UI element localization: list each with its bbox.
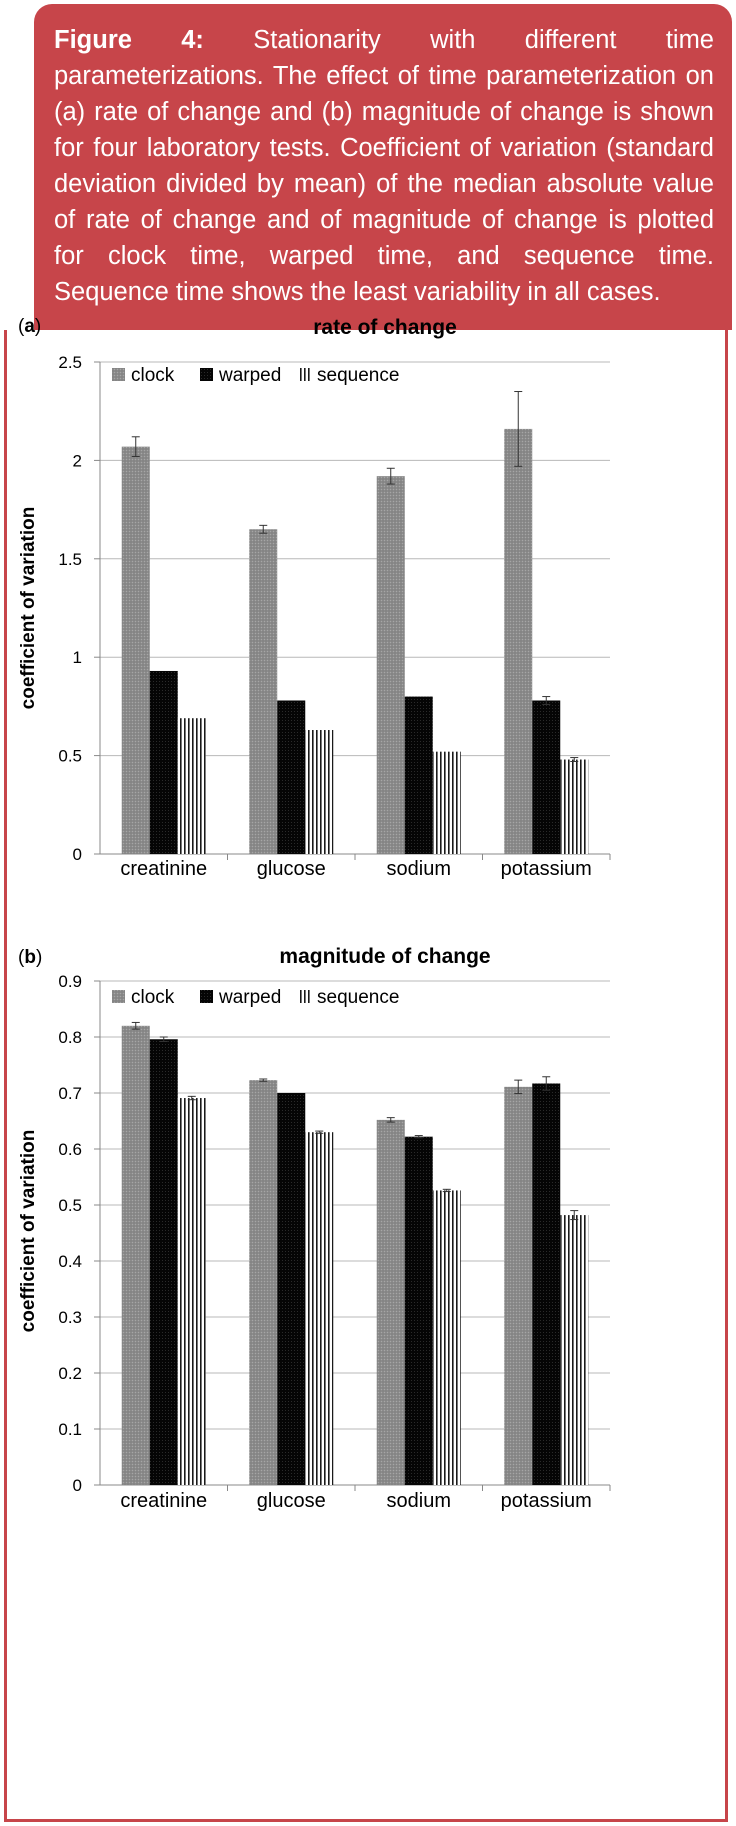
legend-swatch-sequence xyxy=(298,990,311,1003)
bar-warped-creatinine xyxy=(149,1039,178,1485)
y-tick-label: 0 xyxy=(73,1476,82,1495)
y-axis-label: coefficient of variation xyxy=(18,507,39,710)
bar-clock-creatinine xyxy=(121,446,150,854)
bar-sequence-potassium xyxy=(560,759,589,854)
chart-title: magnitude of change xyxy=(279,945,490,968)
bar-clock-glucose xyxy=(249,529,278,854)
y-tick-label: 0.1 xyxy=(58,1420,82,1439)
legend-label-clock: clock xyxy=(131,365,175,386)
panel-label: (b) xyxy=(18,947,42,968)
x-tick-label: creatinine xyxy=(120,1490,207,1512)
bar-warped-glucose xyxy=(277,700,306,854)
y-tick-label: 0.4 xyxy=(58,1252,82,1271)
x-tick-label: potassium xyxy=(501,1490,592,1512)
bar-warped-sodium xyxy=(404,696,433,854)
x-tick-label: sodium xyxy=(387,1490,451,1512)
bar-clock-glucose xyxy=(249,1080,278,1485)
x-tick-label: creatinine xyxy=(120,858,207,880)
legend-swatch-clock xyxy=(112,990,125,1003)
bar-warped-potassium xyxy=(532,700,561,854)
y-tick-label: 0.5 xyxy=(58,1196,82,1215)
bar-sequence-glucose xyxy=(305,730,334,854)
bar-warped-creatinine xyxy=(149,670,178,854)
y-tick-label: 0.5 xyxy=(58,747,82,766)
y-tick-label: 0.8 xyxy=(58,1028,82,1047)
bar-clock-potassium xyxy=(504,1086,533,1485)
legend-swatch-clock xyxy=(112,368,125,381)
x-tick-label: glucose xyxy=(257,1490,326,1512)
x-tick-label: sodium xyxy=(387,858,451,880)
bar-sequence-sodium xyxy=(432,751,461,854)
y-axis-label: coefficient of variation xyxy=(18,1130,39,1333)
legend-label-warped: warped xyxy=(218,365,281,386)
bar-warped-potassium xyxy=(532,1083,561,1485)
x-tick-label: glucose xyxy=(257,858,326,880)
bar-sequence-creatinine xyxy=(177,718,206,854)
caption-label: Figure 4: xyxy=(54,26,204,54)
bar-sequence-sodium xyxy=(432,1190,461,1485)
legend-label-warped: warped xyxy=(218,987,281,1008)
bar-sequence-creatinine xyxy=(177,1098,206,1485)
bar-clock-sodium xyxy=(376,1119,405,1485)
y-tick-label: 1 xyxy=(73,648,82,667)
y-tick-label: 2 xyxy=(73,451,82,470)
bar-sequence-glucose xyxy=(305,1132,334,1485)
panel-label: (a) xyxy=(18,316,41,337)
legend-label-clock: clock xyxy=(131,987,175,1008)
bar-warped-sodium xyxy=(404,1136,433,1485)
chart-title: rate of change xyxy=(313,316,457,339)
x-tick-label: potassium xyxy=(501,858,592,880)
y-tick-label: 2.5 xyxy=(58,353,82,372)
legend-label-sequence: sequence xyxy=(317,365,399,386)
bar-warped-glucose xyxy=(277,1093,306,1485)
bar-clock-potassium xyxy=(504,428,533,854)
y-tick-label: 1.5 xyxy=(58,550,82,569)
y-tick-label: 0 xyxy=(73,845,82,864)
legend-swatch-warped xyxy=(200,990,213,1003)
y-tick-label: 0.3 xyxy=(58,1308,82,1327)
chart-panel-a: (a) rate of change 0 0.5 1 1.5 2 2.5 coefficient… xyxy=(18,316,611,880)
figure-caption: Figure 4: Stationarity with different ti… xyxy=(34,4,732,330)
bar-clock-creatinine xyxy=(121,1025,150,1485)
y-tick-label: 0.7 xyxy=(58,1084,82,1103)
y-tick-label: 0.9 xyxy=(58,972,82,991)
legend-swatch-sequence xyxy=(298,368,311,381)
caption-text: Stationarity with different time paramet… xyxy=(54,26,714,306)
legend-swatch-warped xyxy=(200,368,213,381)
chart-panel-b: (b) magnitude of change 0 0.1 0.2 0.3 0.4 0.5 0.… xyxy=(18,945,611,1512)
y-tick-label: 0.6 xyxy=(58,1140,82,1159)
bar-clock-sodium xyxy=(376,476,405,854)
bar-sequence-potassium xyxy=(560,1215,589,1485)
y-tick-label: 0.2 xyxy=(58,1364,82,1383)
legend-label-sequence: sequence xyxy=(317,987,399,1008)
